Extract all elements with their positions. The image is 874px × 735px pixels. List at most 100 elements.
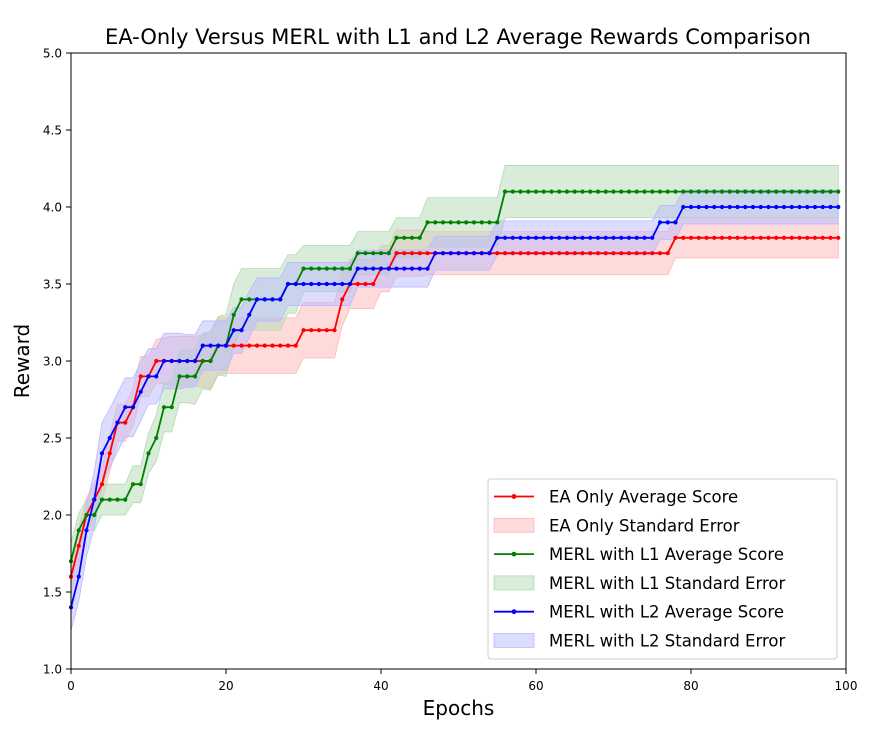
data-point <box>285 281 291 287</box>
data-point <box>727 204 732 210</box>
data-point <box>239 297 244 302</box>
data-point <box>735 189 740 194</box>
data-point <box>634 189 639 194</box>
data-point <box>642 251 647 256</box>
data-point <box>316 281 322 287</box>
data-point <box>239 343 244 348</box>
data-point <box>107 435 112 441</box>
data-point <box>115 497 120 502</box>
data-point <box>828 235 833 240</box>
data-point <box>394 266 399 271</box>
data-point <box>278 297 283 302</box>
average-score-lines <box>70 190 839 608</box>
data-point <box>642 189 647 194</box>
y-tick-label: 3.0 <box>43 355 62 369</box>
data-point <box>766 189 771 194</box>
legend: EA Only Average Score EA Only Standard Er… <box>487 478 838 660</box>
data-point <box>812 204 818 210</box>
data-point <box>417 266 422 271</box>
data-point <box>464 251 469 256</box>
data-point <box>340 281 345 287</box>
y-tick-label: 3.5 <box>43 278 62 292</box>
data-point <box>758 204 763 210</box>
data-point <box>479 220 484 225</box>
data-point <box>681 189 686 194</box>
legend-label: MERL with L2 Average Score <box>549 603 784 622</box>
data-point <box>572 189 577 194</box>
data-point <box>712 189 717 194</box>
data-point <box>696 235 701 240</box>
x-tick-label: 80 <box>683 679 698 693</box>
data-point <box>448 220 453 225</box>
data-point <box>549 235 554 240</box>
data-point <box>347 281 353 287</box>
data-point <box>309 328 314 333</box>
data-point <box>301 328 306 333</box>
data-point <box>549 189 554 194</box>
data-point <box>774 189 779 194</box>
data-point <box>177 374 182 379</box>
data-point <box>107 451 112 456</box>
legend-label: MERL with L1 Average Score <box>549 545 784 564</box>
data-point <box>595 235 601 240</box>
data-point <box>595 251 601 256</box>
data-point <box>526 251 531 256</box>
data-point <box>378 251 384 256</box>
data-point <box>293 343 298 348</box>
data-point <box>185 374 190 379</box>
data-point <box>138 482 143 487</box>
data-point <box>301 266 306 271</box>
data-point <box>526 189 531 194</box>
data-point <box>588 235 593 240</box>
data-point <box>192 358 198 364</box>
series-line-2 <box>70 190 839 562</box>
data-point <box>789 235 794 240</box>
data-point <box>626 189 632 194</box>
data-point <box>371 281 376 287</box>
data-point <box>239 328 244 333</box>
data-point <box>510 235 515 240</box>
y-tick-label: 1.0 <box>43 663 62 677</box>
data-point <box>657 189 663 194</box>
data-point <box>820 204 825 210</box>
data-point <box>735 204 740 210</box>
data-point <box>448 251 453 256</box>
data-point <box>704 189 709 194</box>
data-point <box>355 251 360 256</box>
data-point <box>324 281 329 287</box>
data-point <box>363 251 368 256</box>
data-point <box>704 235 709 240</box>
data-point <box>758 235 763 240</box>
data-point <box>665 220 670 225</box>
data-point <box>688 235 694 240</box>
data-point <box>789 204 794 210</box>
data-point <box>712 235 717 240</box>
data-point <box>611 235 616 240</box>
data-point <box>588 189 593 194</box>
legend-marker <box>511 494 517 499</box>
data-point <box>394 251 399 256</box>
data-point <box>402 235 407 240</box>
data-point <box>533 235 539 240</box>
data-point <box>154 358 159 364</box>
y-axis-ticks: 1.0 1.5 2.0 2.5 3.0 3.5 4.0 4.5 5.0 <box>43 47 71 677</box>
data-point <box>386 251 391 256</box>
data-point <box>99 482 105 487</box>
data-point <box>781 189 787 194</box>
data-point <box>231 343 236 348</box>
data-point <box>611 251 616 256</box>
data-point <box>471 251 477 256</box>
data-point <box>169 358 174 364</box>
data-point <box>766 235 771 240</box>
data-point <box>541 251 546 256</box>
data-point <box>727 189 732 194</box>
data-point <box>394 235 399 240</box>
data-point <box>340 297 345 302</box>
data-point <box>743 189 748 194</box>
data-point <box>99 497 105 502</box>
data-point <box>487 220 492 225</box>
data-point <box>789 189 794 194</box>
data-point <box>363 281 368 287</box>
legend-marker <box>511 609 517 615</box>
data-point <box>820 235 825 240</box>
